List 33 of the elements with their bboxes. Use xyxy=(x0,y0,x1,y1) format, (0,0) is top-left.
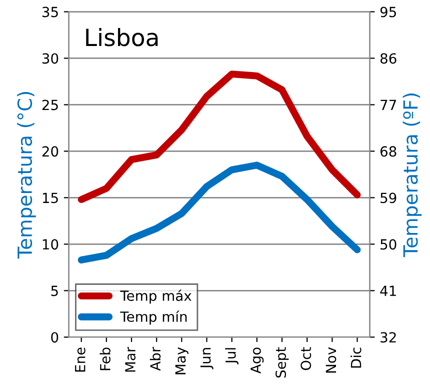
y2-tick-label: 86 xyxy=(380,53,396,64)
x-tick-label: Abr xyxy=(150,346,161,371)
y-tick-label: 30 xyxy=(42,53,58,64)
x-tick-label: May xyxy=(175,347,188,374)
x-tick-label: Ago xyxy=(250,348,264,374)
y2-tick-label: 32 xyxy=(380,332,396,343)
y2-tick-label: 95 xyxy=(380,6,396,18)
y2-tick-label: 68 xyxy=(380,146,396,157)
x-tick-label: Sept xyxy=(276,347,289,378)
y2-axis-title: Temperatura (ºF) xyxy=(402,93,422,258)
y-tick-label: 15 xyxy=(42,192,58,204)
y2-tick-label: 41 xyxy=(380,286,396,296)
x-tick-label: Nov xyxy=(326,347,336,373)
y2-tick-label: 77 xyxy=(380,100,396,110)
x-tick-label: Dic xyxy=(350,348,362,368)
text: Lisboa xyxy=(86,28,158,46)
x-tick-label: Feb xyxy=(100,348,110,370)
y-tick-label: 5 xyxy=(51,286,58,296)
y-tick-label: 20 xyxy=(42,146,58,157)
x-tick-label: Mar xyxy=(125,346,136,372)
x-tick-label: Jul xyxy=(225,348,238,364)
legend-label: Temp máx xyxy=(120,290,192,304)
y-axis-title: Temperatura (°C) xyxy=(17,92,36,259)
y2-tick-label: 50 xyxy=(380,239,396,250)
y-tick-label: 35 xyxy=(42,6,58,18)
legend-label: Temp mín xyxy=(120,310,187,325)
y-tick-label: 25 xyxy=(42,100,58,110)
y2-tick-label: 59 xyxy=(380,192,396,204)
x-tick-label: Jun xyxy=(200,348,214,370)
x-tick-label: Ene xyxy=(75,348,86,372)
x-tick-label: Oct xyxy=(300,347,312,370)
y-tick-label: 10 xyxy=(42,239,58,250)
y-tick-label: 0 xyxy=(51,332,58,343)
